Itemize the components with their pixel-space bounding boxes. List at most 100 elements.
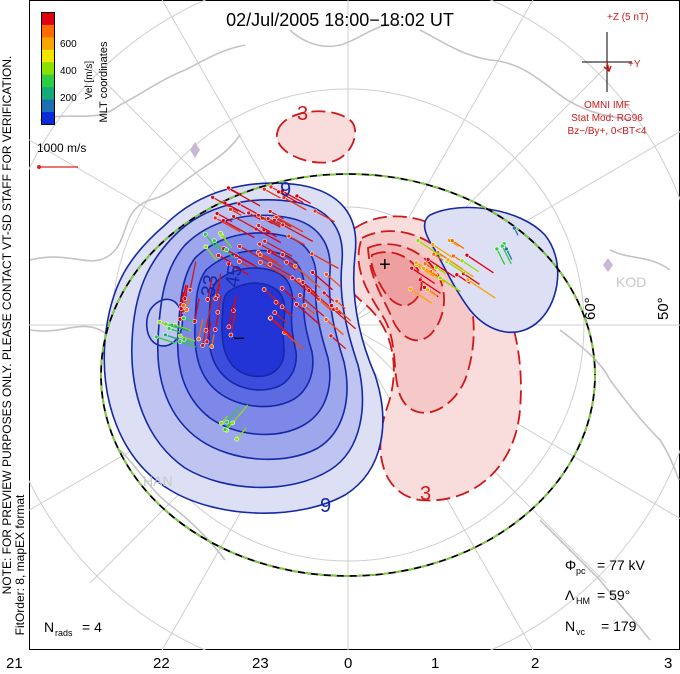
- velocity-vector-tail: [263, 229, 277, 238]
- velocity-vector-origin: [196, 336, 202, 342]
- velocity-vector-origin: [213, 296, 219, 301]
- velocity-vector-origin: [431, 251, 437, 257]
- velocity-vector-tail: [325, 273, 341, 288]
- velocity-vector-origin: [230, 420, 235, 426]
- velocity-vector-origin: [204, 339, 210, 345]
- velocity-vector-tail: [276, 216, 304, 233]
- velocity-vector-tail: [496, 248, 506, 265]
- svg-text:HM: HM: [576, 596, 590, 606]
- velocity-vector-origin: [294, 193, 300, 199]
- colorbar-segment: [41, 37, 55, 51]
- velocity-vector-origin: [302, 303, 307, 308]
- velocity-vector-origin: [268, 315, 274, 321]
- velocity-vector-origin: [214, 211, 220, 216]
- velocity-vector-tail: [193, 298, 200, 322]
- velocity-vector-tail: [171, 324, 189, 332]
- velocity-vector-origin: [262, 238, 268, 244]
- velocity-vector-tail: [175, 324, 192, 332]
- velocity-vector-origin: [228, 207, 233, 212]
- velocity-vector-origin: [181, 303, 186, 308]
- colorbar-segment: [41, 24, 55, 38]
- velocity-vector-origin: [417, 277, 423, 283]
- preview-note: NOTE: FOR PREVIEW PURPOSES ONLY. PLEASE …: [0, 56, 14, 595]
- mlt-tick-21: 21: [6, 655, 23, 672]
- mlt-axis: 21 22 23 0 1 2 3: [6, 655, 672, 672]
- velocity-vector-tail: [156, 336, 176, 344]
- velocity-vector-origin: [182, 296, 188, 301]
- velocity-vector-tail: [283, 197, 307, 211]
- velocity-vector-origin: [328, 333, 334, 339]
- velocity-vector-tail: [226, 406, 240, 423]
- velocity-vector-tail: [416, 264, 435, 277]
- contour-label-top-3: 3: [297, 103, 308, 125]
- velocity-vector-tail: [299, 295, 325, 317]
- velocity-vector-tail: [318, 298, 332, 311]
- velocity-vector-origin: [454, 272, 460, 277]
- velocity-vector-tail: [232, 295, 238, 311]
- velocity-vector-origin: [237, 259, 242, 264]
- velocity-vector-tail: [236, 427, 247, 440]
- colorbar-axis-label: Vel [m/s]: [84, 61, 95, 100]
- velocity-vector-tail: [409, 288, 432, 304]
- velocity-vector-tail: [179, 341, 197, 348]
- velocity-vector-origin: [512, 225, 517, 231]
- velocity-vector-tail: [501, 245, 512, 265]
- velocity-vector-tail: [447, 259, 475, 278]
- mlt-tick-23: 23: [252, 655, 269, 672]
- latitude-label-50: 50°: [655, 297, 672, 320]
- page-title: 02/Jul/2005 18:00−18:02 UT: [226, 10, 454, 30]
- velocity-vector-tail: [461, 260, 480, 273]
- fit-order-note: FitOrder: 8, mapEX format: [13, 494, 27, 635]
- velocity-vector-tail: [282, 190, 304, 204]
- velocity-vector-tail: [205, 246, 218, 262]
- velocity-vector-origin: [246, 210, 251, 216]
- velocity-vector-tail: [427, 258, 456, 278]
- colorbar-segment: [41, 12, 55, 26]
- imf-bz-label: +Z (5 nT): [607, 12, 648, 23]
- velocity-vector-tail: [419, 279, 441, 294]
- velocity-vector-tail: [282, 253, 299, 264]
- velocity-vector-tail: [228, 263, 249, 276]
- velocity-vector-origin: [215, 309, 221, 315]
- velocity-vector-origin: [265, 216, 271, 222]
- velocity-vector-origin: [226, 185, 231, 191]
- velocity-vector-tail: [268, 250, 298, 268]
- velocity-vector-tail: [284, 332, 304, 350]
- svg-text:−: −: [233, 328, 245, 350]
- velocity-vector-tail: [296, 195, 311, 204]
- heppner-maynard-boundary: [100, 173, 596, 577]
- velocity-vector-origin: [267, 261, 273, 267]
- velocity-vector-origin: [465, 277, 471, 283]
- velocity-vector-origin: [323, 317, 329, 322]
- velocity-vector-origin: [415, 238, 421, 243]
- velocity-vector-tail: [312, 271, 334, 291]
- velocity-vector-origin: [280, 222, 286, 228]
- velocity-vector-origin: [334, 298, 340, 304]
- velocity-vector-tail: [189, 261, 197, 291]
- colorbar-tick-200: 200: [60, 93, 77, 104]
- velocity-vector-tail: [311, 253, 339, 269]
- velocity-vector-tail: [206, 322, 212, 342]
- velocity-vector-tail: [451, 240, 465, 249]
- velocity-vector-tail: [336, 308, 352, 322]
- velocity-vector-origin: [407, 286, 413, 292]
- station-marker-icons: [190, 142, 613, 272]
- velocity-vector-origin: [273, 299, 279, 305]
- velocity-vector-origin: [157, 319, 162, 325]
- velocity-vector-origin: [166, 326, 172, 331]
- colorbar-segment: [41, 99, 55, 113]
- velocity-vector-origin: [203, 244, 209, 250]
- velocity-vector-origin: [231, 214, 236, 219]
- svg-text:N: N: [44, 619, 54, 635]
- velocity-vector-origin: [281, 195, 287, 200]
- velocity-vector-tail: [259, 243, 278, 255]
- velocity-vector-origin: [237, 244, 243, 249]
- velocity-vector-origin: [187, 287, 193, 293]
- velocity-vector-tail: [205, 298, 213, 331]
- imf-condition: Bz−/By+, 0<BT<4: [568, 126, 647, 137]
- svg-text:= 59°: = 59°: [597, 587, 630, 603]
- velocity-vector-origin: [449, 238, 455, 244]
- velocity-vector-tail: [228, 304, 234, 327]
- velocity-vector-origin: [276, 189, 281, 195]
- svg-text:+: +: [379, 254, 391, 276]
